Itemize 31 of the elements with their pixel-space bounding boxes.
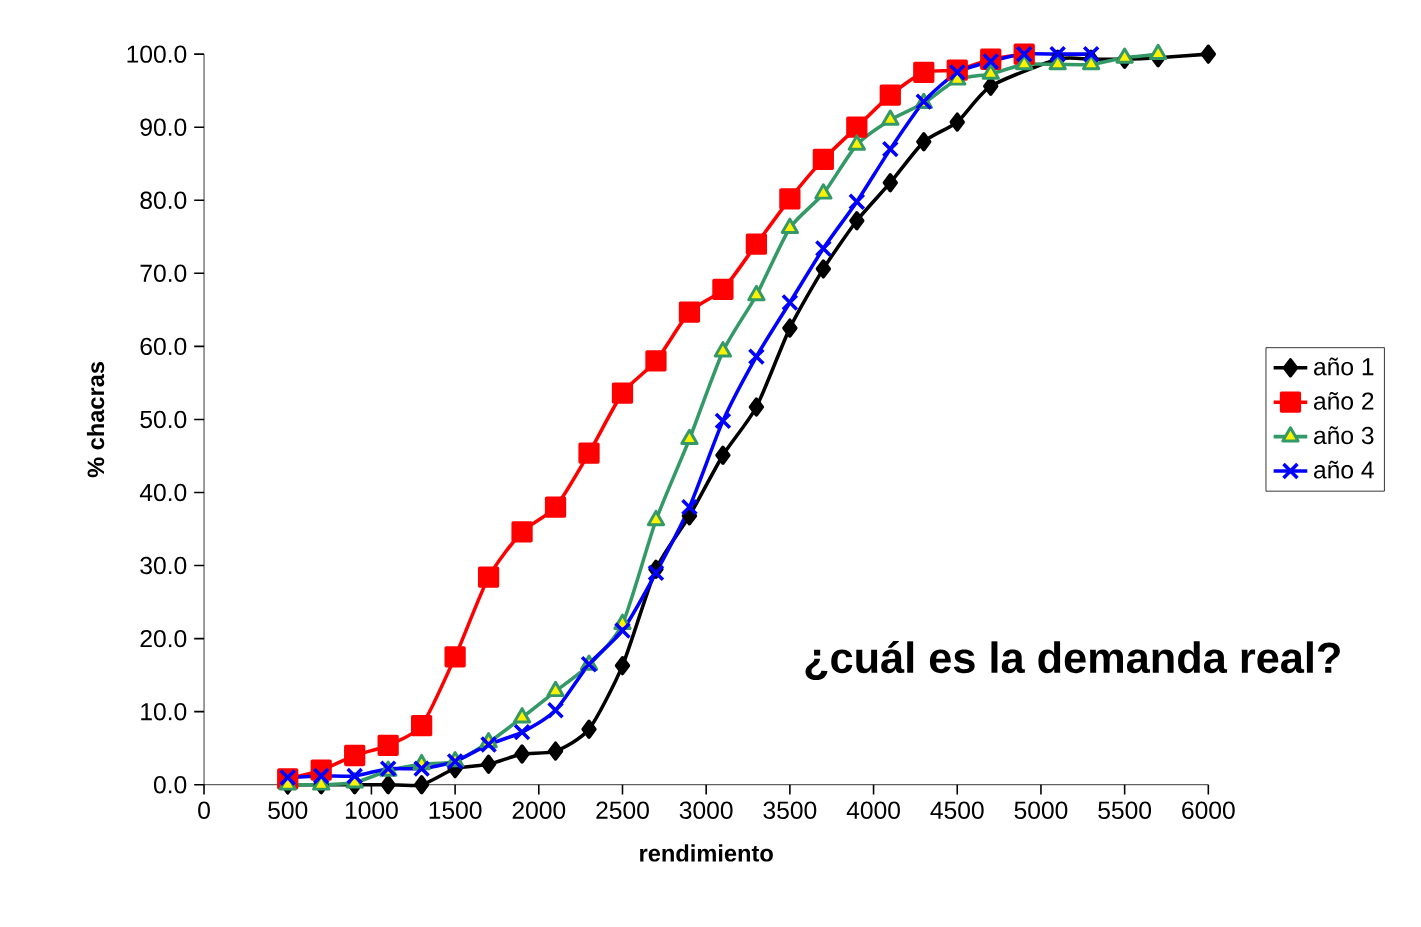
y-tick-label: 40.0 — [139, 484, 187, 502]
y-tick-label: 0.0 — [153, 776, 187, 794]
x-tick-label: 2500 — [596, 801, 649, 820]
annotation: ¿cuál es la demanda real? — [805, 641, 1340, 681]
y-tick-label: 100.0 — [127, 45, 187, 64]
x-axis-title: rendimiento — [640, 844, 773, 862]
x-tick-label: 1000 — [345, 801, 398, 820]
y-tick-label: 50.0 — [140, 410, 187, 429]
legend-label: año 4 — [1314, 460, 1374, 479]
y-tick-label: 60.0 — [140, 337, 187, 356]
y-tick-label: 70.0 — [140, 264, 187, 283]
x-tick-label: 1500 — [429, 801, 482, 820]
y-tick-label: 80.0 — [140, 191, 187, 210]
x-tick-label: 4500 — [930, 801, 984, 820]
x-tick-label: 4000 — [846, 801, 900, 820]
y-tick-label: 20.0 — [140, 630, 187, 648]
legend-label: año 1 — [1314, 357, 1374, 376]
x-tick-label: 5500 — [1098, 801, 1152, 820]
x-tick-label: 500 — [268, 801, 308, 820]
x-tick-label: 0 — [198, 801, 210, 820]
legend-label: año 3 — [1314, 426, 1374, 445]
legend-label: año 2 — [1314, 392, 1374, 411]
x-tick-label: 5000 — [1014, 801, 1068, 820]
x-tick-label: 2000 — [512, 801, 566, 820]
y-axis-title: % chacras — [86, 362, 105, 478]
x-tick-label: 3500 — [763, 801, 817, 820]
y-tick-label: 90.0 — [140, 118, 187, 137]
y-tick-label: 30.0 — [140, 557, 187, 575]
x-tick-label: 6000 — [1182, 801, 1235, 820]
x-tick-label: 3000 — [679, 801, 733, 820]
y-tick-label: 10.0 — [141, 703, 187, 721]
